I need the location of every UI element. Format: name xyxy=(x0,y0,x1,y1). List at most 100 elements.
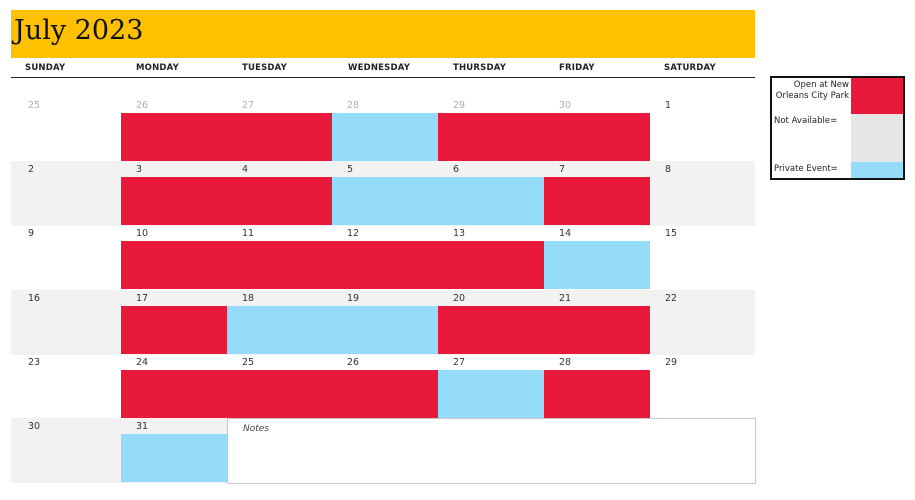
day-cell-0-0[interactable]: 25 xyxy=(11,97,121,162)
weekday-label-wednesday: WEDNESDAY xyxy=(348,63,411,73)
private-event-bar xyxy=(227,306,332,354)
day-cell-2-0[interactable]: 9 xyxy=(11,225,121,290)
day-number: 21 xyxy=(559,293,572,304)
day-number: 29 xyxy=(665,357,678,368)
day-number: 6 xyxy=(453,164,460,175)
day-number: 28 xyxy=(559,357,572,368)
day-number: 30 xyxy=(28,421,41,432)
open-status-bar xyxy=(544,370,650,418)
day-cell-1-3[interactable]: 5 xyxy=(332,161,438,226)
day-number: 10 xyxy=(136,228,149,239)
day-cell-1-0[interactable]: 2 xyxy=(11,161,121,226)
legend-private-label: Private Event= xyxy=(774,164,838,174)
legend-unavailable-swatch xyxy=(851,114,903,162)
day-number: 27 xyxy=(453,357,466,368)
day-number: 18 xyxy=(242,293,255,304)
day-cell-2-5[interactable]: 14 xyxy=(544,225,650,290)
month-title: July 2023 xyxy=(14,15,144,46)
private-event-bar xyxy=(438,177,544,225)
legend-open-swatch xyxy=(851,78,903,114)
day-number: 17 xyxy=(136,293,149,304)
day-cell-4-6[interactable]: 29 xyxy=(650,354,755,419)
open-status-bar xyxy=(332,370,438,418)
day-cell-2-2[interactable]: 11 xyxy=(227,225,332,290)
day-cell-0-2[interactable]: 27 xyxy=(227,97,332,162)
day-cell-4-5[interactable]: 28 xyxy=(544,354,650,419)
day-cell-4-2[interactable]: 25 xyxy=(227,354,332,419)
day-cell-0-4[interactable]: 29 xyxy=(438,97,544,162)
day-number: 31 xyxy=(136,421,149,432)
month-header: July 2023 xyxy=(11,10,755,58)
day-cell-2-1[interactable]: 10 xyxy=(121,225,227,290)
day-number: 19 xyxy=(347,293,360,304)
legend-private-swatch xyxy=(851,162,903,178)
open-status-bar xyxy=(121,177,227,225)
open-status-bar xyxy=(544,177,650,225)
weekday-label-tuesday: TUESDAY xyxy=(242,63,288,73)
day-number: 11 xyxy=(242,228,255,239)
weekday-label-saturday: SATURDAY xyxy=(664,63,716,73)
day-cell-0-6[interactable]: 1 xyxy=(650,97,755,162)
day-number: 8 xyxy=(665,164,672,175)
day-cell-4-1[interactable]: 24 xyxy=(121,354,227,419)
day-cell-1-5[interactable]: 7 xyxy=(544,161,650,226)
day-number: 16 xyxy=(28,293,41,304)
open-status-bar xyxy=(121,113,227,161)
notes-box[interactable]: Notes xyxy=(227,418,756,484)
private-event-bar xyxy=(332,177,438,225)
day-number: 5 xyxy=(347,164,354,175)
day-cell-2-4[interactable]: 13 xyxy=(438,225,544,290)
day-number: 3 xyxy=(136,164,143,175)
day-number: 26 xyxy=(136,100,149,111)
day-cell-5-1[interactable]: 31 xyxy=(121,418,227,483)
day-number: 25 xyxy=(242,357,255,368)
legend-open-label: Open at New Orleans City Park xyxy=(775,80,849,101)
day-cell-3-4[interactable]: 20 xyxy=(438,290,544,355)
day-cell-1-1[interactable]: 3 xyxy=(121,161,227,226)
day-number: 27 xyxy=(242,100,255,111)
legend-box: Open at New Orleans City Park Not Availa… xyxy=(770,76,905,180)
day-number: 4 xyxy=(242,164,249,175)
day-cell-0-3[interactable]: 28 xyxy=(332,97,438,162)
weekday-label-monday: MONDAY xyxy=(136,63,179,73)
day-cell-5-0[interactable]: 30 xyxy=(11,418,121,483)
private-event-bar xyxy=(332,306,438,354)
weekday-label-thursday: THURSDAY xyxy=(453,63,507,73)
open-status-bar xyxy=(227,370,332,418)
day-cell-3-0[interactable]: 16 xyxy=(11,290,121,355)
day-number: 2 xyxy=(28,164,35,175)
day-number: 13 xyxy=(453,228,466,239)
day-cell-1-6[interactable]: 8 xyxy=(650,161,755,226)
day-cell-0-5[interactable]: 30 xyxy=(544,97,650,162)
day-cell-0-1[interactable]: 26 xyxy=(121,97,227,162)
day-cell-3-5[interactable]: 21 xyxy=(544,290,650,355)
legend-row-open: Open at New Orleans City Park xyxy=(772,78,903,114)
day-number: 7 xyxy=(559,164,566,175)
day-number: 24 xyxy=(136,357,149,368)
day-cell-1-4[interactable]: 6 xyxy=(438,161,544,226)
day-number: 1 xyxy=(665,100,672,111)
open-status-bar xyxy=(544,306,650,354)
day-cell-4-4[interactable]: 27 xyxy=(438,354,544,419)
private-event-bar xyxy=(438,370,544,418)
day-cell-3-3[interactable]: 19 xyxy=(332,290,438,355)
day-number: 25 xyxy=(28,100,41,111)
private-event-bar xyxy=(332,113,438,161)
day-number: 20 xyxy=(453,293,466,304)
day-cell-3-6[interactable]: 22 xyxy=(650,290,755,355)
open-status-bar xyxy=(121,370,227,418)
open-status-bar xyxy=(438,113,544,161)
day-cell-2-3[interactable]: 12 xyxy=(332,225,438,290)
day-number: 15 xyxy=(665,228,678,239)
day-cell-1-2[interactable]: 4 xyxy=(227,161,332,226)
day-cell-4-0[interactable]: 23 xyxy=(11,354,121,419)
open-status-bar xyxy=(544,113,650,161)
day-number: 14 xyxy=(559,228,572,239)
day-cell-4-3[interactable]: 26 xyxy=(332,354,438,419)
weekday-label-sunday: SUNDAY xyxy=(25,63,66,73)
legend-unavailable-label: Not Available= xyxy=(774,116,838,126)
day-cell-2-6[interactable]: 15 xyxy=(650,225,755,290)
day-number: 28 xyxy=(347,100,360,111)
day-cell-3-1[interactable]: 17 xyxy=(121,290,227,355)
day-cell-3-2[interactable]: 18 xyxy=(227,290,332,355)
